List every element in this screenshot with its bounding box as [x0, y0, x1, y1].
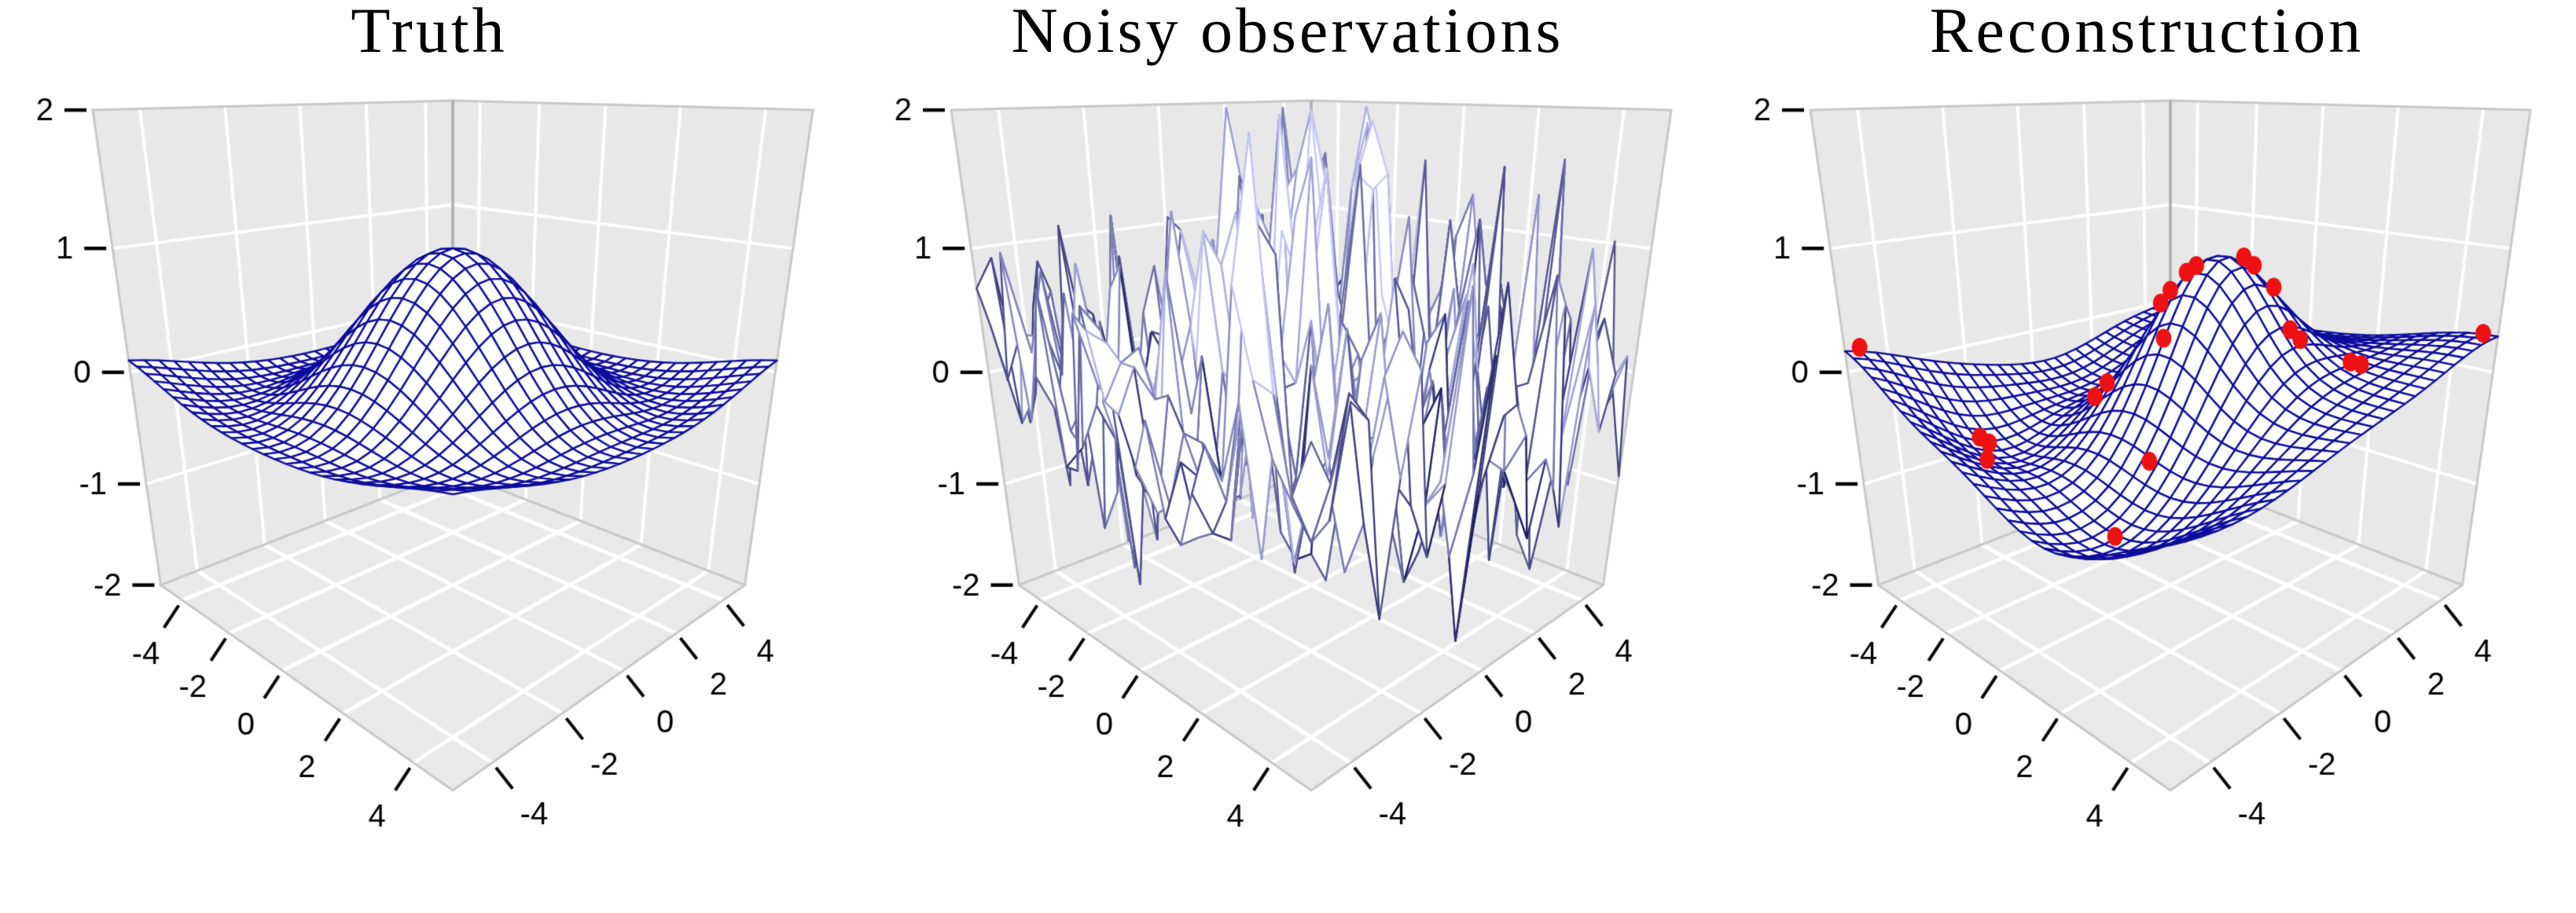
panel-title-truth: Truth — [351, 0, 508, 66]
panel-title-reconstruction: Reconstruction — [1929, 0, 2365, 66]
panel-title-noisy-observations: Noisy observations — [1011, 0, 1564, 66]
